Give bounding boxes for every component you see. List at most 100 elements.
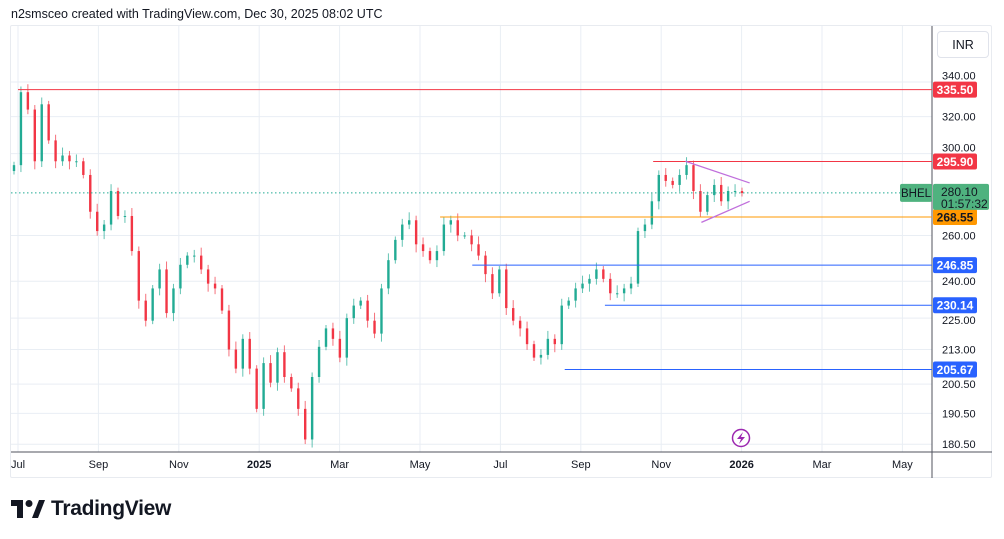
candle-body [297, 388, 300, 409]
candle-body [733, 191, 737, 193]
y-tick-label: 225.00 [942, 315, 976, 327]
candle-body [740, 191, 744, 194]
candle-body [643, 224, 647, 232]
x-tick-label: 2025 [247, 459, 271, 471]
candle-body [491, 274, 494, 294]
y-tick-label: 213.00 [942, 344, 976, 356]
candle-body [109, 191, 113, 225]
candle-body [75, 161, 78, 163]
candle-body [33, 109, 36, 162]
candle-body [206, 269, 210, 284]
y-tick-label: 190.50 [942, 408, 976, 420]
price-label-resistance: 295.90 [937, 155, 974, 169]
candle-body [26, 92, 30, 110]
candle-body [12, 165, 16, 172]
candle-body [699, 191, 702, 212]
y-tick-label: 300.00 [942, 142, 976, 154]
candle-body [463, 235, 466, 237]
currency-button[interactable]: INR [937, 31, 989, 58]
candle-body [262, 363, 265, 409]
candle-body [650, 201, 654, 225]
candle-body [179, 264, 182, 289]
candle-body [525, 328, 529, 345]
candle-body [428, 251, 432, 261]
candle-body [373, 320, 376, 334]
candle-body [200, 255, 203, 270]
candle-body [470, 235, 473, 245]
candle-body [352, 305, 355, 319]
candle-body [518, 320, 522, 329]
candle-body [498, 269, 501, 294]
price-label-bg [933, 153, 977, 170]
candle-body [290, 377, 293, 389]
candle-body [172, 288, 175, 314]
symbol-label: BHEL [901, 188, 932, 200]
candle-body [283, 352, 286, 378]
candle-body [227, 310, 231, 350]
price-label-support: 205.67 [937, 363, 974, 377]
candle-body [477, 244, 480, 256]
candle-body [213, 283, 217, 289]
y-tick-label: 240.00 [942, 276, 976, 288]
candle-body [310, 377, 314, 440]
tradingview-logo[interactable]: TradingView [11, 497, 171, 521]
candle-body [234, 349, 238, 369]
candle-body [151, 288, 154, 321]
chart-frame [10, 25, 992, 478]
candle-body [116, 191, 120, 216]
candle-body [616, 293, 619, 295]
candle-body [456, 220, 459, 236]
candle-body [720, 184, 723, 202]
x-tick-label: Sep [571, 459, 591, 471]
lightning-event-icon[interactable] [731, 428, 751, 448]
symbol-label-bg [900, 183, 932, 202]
tradingview-logo-text: TradingView [51, 497, 172, 520]
triangle-lower-line [701, 200, 750, 223]
candle-body [435, 251, 439, 261]
candle-body [671, 180, 674, 185]
candle-body [96, 211, 99, 232]
x-tick-label: Mar [813, 459, 832, 471]
price-label-support: 230.14 [937, 299, 974, 313]
candle-body [401, 224, 404, 240]
candle-body [68, 155, 71, 162]
candle-body [532, 344, 536, 358]
candle-body [47, 104, 50, 141]
triangle-upper-line [685, 160, 750, 184]
candle-body [442, 224, 446, 252]
candle-body [726, 191, 730, 202]
candle-body [102, 224, 106, 232]
candle-body [595, 269, 598, 279]
price-label-resistance: 335.50 [937, 83, 974, 97]
y-tick-label: 340.00 [942, 71, 976, 83]
candle-body [449, 220, 452, 225]
candle-body [588, 278, 591, 284]
price-label-breakout: 268.55 [937, 210, 974, 224]
x-tick-label: 2026 [729, 459, 753, 471]
x-tick-label: Mar [330, 459, 349, 471]
candle-body [546, 338, 550, 355]
candle-body [622, 288, 626, 294]
candle-body [165, 269, 168, 314]
price-label-bg [933, 257, 977, 274]
countdown-label: 01:57:32 [941, 197, 988, 211]
price-label-support: 246.85 [937, 259, 974, 273]
candle-body [414, 220, 418, 245]
candle-body [380, 288, 383, 334]
candle-body [276, 352, 279, 383]
candle-body [144, 300, 147, 321]
candle-body [366, 300, 369, 321]
candle-body [54, 140, 57, 162]
candle-body [317, 346, 321, 378]
candle-body [512, 308, 515, 321]
candle-body [678, 174, 681, 185]
x-tick-label: May [892, 459, 913, 471]
candle-body [657, 174, 660, 202]
candle-body [394, 239, 397, 261]
candle-body [609, 278, 612, 294]
x-tick-label: Jul [493, 459, 507, 471]
candle-body [130, 215, 134, 252]
candle-body [574, 288, 577, 301]
candle-body [713, 184, 716, 196]
